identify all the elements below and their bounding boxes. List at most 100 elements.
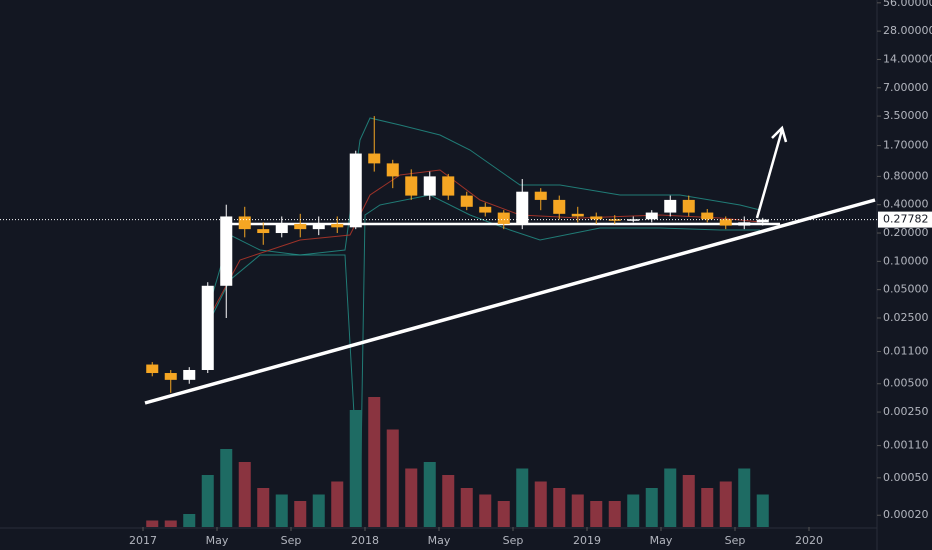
volume-bar [146, 520, 159, 527]
candle-body [442, 176, 455, 196]
y-tick-label: 0.10000 [883, 254, 929, 267]
volume-bar [608, 501, 621, 527]
y-tick-label: 0.00020 [883, 508, 929, 521]
volume-bar [442, 475, 455, 527]
arrow [755, 125, 788, 219]
y-tick-label: 0.00250 [883, 405, 929, 418]
volume-bar [405, 468, 418, 527]
volume-bar [275, 494, 288, 527]
y-tick-label: 0.00110 [883, 439, 929, 452]
candle-body [238, 216, 251, 230]
y-tick-label: 0.05000 [883, 283, 929, 296]
x-tick-label: 2018 [351, 534, 379, 547]
candle-body [405, 176, 418, 196]
candle-body [183, 369, 196, 380]
volume-bar [183, 514, 196, 527]
volume-bar [368, 397, 381, 527]
y-tick-label: 0.01100 [883, 345, 929, 358]
candle-body [368, 153, 381, 164]
volume-bar [701, 488, 714, 527]
volume-bar [386, 429, 399, 527]
volume-bar [553, 488, 566, 527]
candle-body [349, 153, 362, 228]
candle-body [460, 195, 473, 207]
x-tick-label: May [206, 534, 229, 547]
x-tick-label: 2019 [573, 534, 601, 547]
y-tick-label: 3.50000 [883, 109, 929, 122]
upper-band [204, 117, 761, 321]
x-tick-label: May [650, 534, 673, 547]
volume-bar [682, 475, 695, 527]
volume-bar [571, 494, 584, 527]
candle-body [719, 219, 732, 226]
x-tick-label: May [428, 534, 451, 547]
candle-body [312, 223, 325, 230]
volume-bar [645, 488, 658, 527]
y-tick-label: 0.20000 [883, 226, 929, 239]
volume-bar [479, 494, 492, 527]
y-tick-label: 7.00000 [883, 81, 929, 94]
volume-bar [627, 494, 640, 527]
candle-body [201, 285, 214, 370]
volume-bar [719, 481, 732, 527]
volume-bar [349, 410, 362, 527]
bollinger-bands [204, 117, 761, 521]
volume-bar [312, 494, 325, 527]
volume-bar [590, 501, 603, 527]
candle-body [664, 199, 677, 213]
candle-body [553, 199, 566, 214]
candle-body [164, 373, 177, 380]
candle-body [275, 223, 288, 234]
volume-bar [238, 462, 251, 527]
x-tick-label: 2020 [795, 534, 823, 547]
candle-body [590, 216, 603, 220]
volume-bar [294, 501, 307, 527]
candle-body [146, 364, 159, 374]
y-tick-label: 1.70000 [883, 139, 929, 152]
volume-bar [220, 449, 233, 527]
candle-body [738, 222, 751, 226]
candle-body [608, 219, 621, 221]
candle-body [257, 229, 270, 234]
volume-bar [201, 475, 214, 527]
candle-body [682, 199, 695, 213]
volume-bar [497, 501, 510, 527]
y-tick-label: 0.80000 [883, 169, 929, 182]
y-tick-label: 0.00050 [883, 471, 929, 484]
volume-bar [516, 468, 529, 527]
candle-body [294, 223, 307, 230]
volume-bar [664, 468, 677, 527]
candle-body [497, 212, 510, 224]
volume-bar [257, 488, 270, 527]
candle-body [423, 176, 436, 196]
volume-bar [331, 481, 344, 527]
trend-line [144, 198, 876, 405]
volume-bar [756, 494, 769, 527]
volume-bar [164, 520, 177, 527]
candle-body [516, 191, 529, 224]
candle-body [479, 206, 492, 213]
candle-body [331, 223, 344, 228]
x-tick-label: Sep [503, 534, 524, 547]
volume-bar [738, 468, 751, 527]
y-tick-label: 56.00000 [883, 0, 932, 9]
x-tick-label: 2017 [129, 534, 157, 547]
y-tick-label: 0.02500 [883, 311, 929, 324]
y-tick-label: 0.00500 [883, 377, 929, 390]
candle-body [534, 191, 547, 200]
volume-bar [460, 488, 473, 527]
volume-bar [534, 481, 547, 527]
last-price-box [878, 211, 932, 228]
candle-body [220, 216, 233, 286]
volume-bar [423, 462, 436, 527]
lower-band [204, 194, 760, 521]
last-price-label: 0.27782 [883, 213, 929, 226]
y-tick-label: 0.40000 [883, 198, 929, 211]
candle-body [756, 219, 769, 223]
basis-line [204, 169, 761, 326]
x-tick-label: Sep [725, 534, 746, 547]
y-tick-label: 14.00000 [883, 52, 932, 65]
